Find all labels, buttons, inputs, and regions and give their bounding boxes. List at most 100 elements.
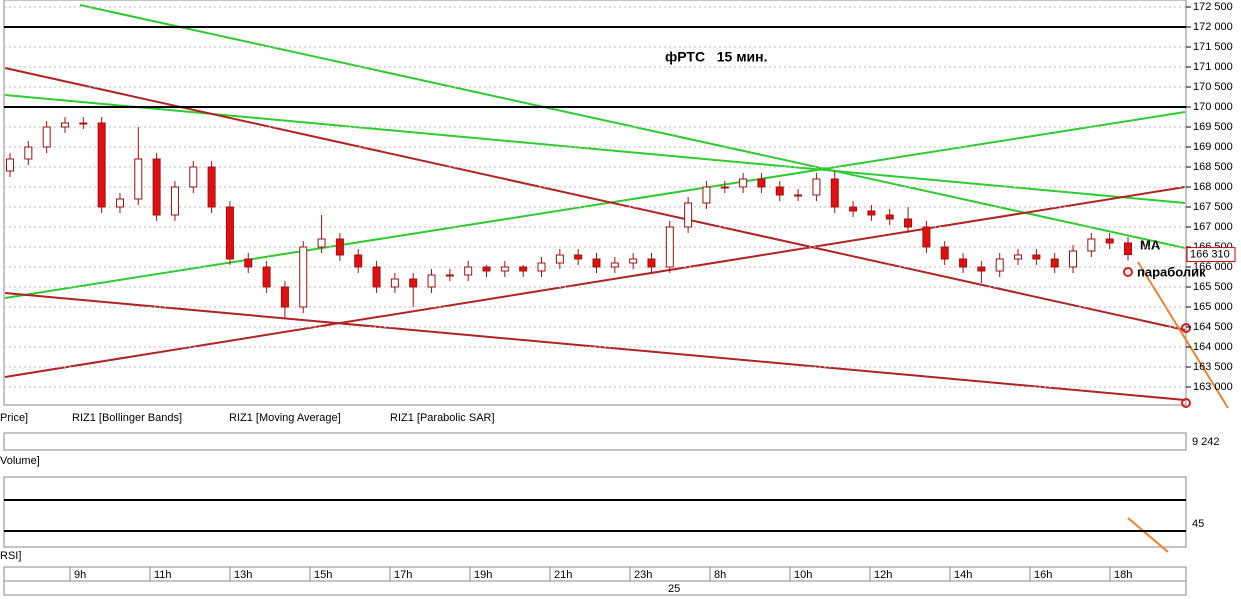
candle-body — [665, 226, 674, 268]
candle-body — [885, 214, 894, 220]
y-tick-label: 169 000 — [1193, 141, 1233, 153]
x-tick-label: 14h — [954, 569, 972, 581]
candle-body — [739, 178, 748, 188]
candle-body — [537, 262, 546, 272]
x-tick-label: 17h — [394, 569, 412, 581]
candle-body — [629, 258, 638, 264]
candle-body — [42, 126, 51, 148]
candle-body — [757, 178, 766, 188]
candle-body — [977, 266, 986, 272]
candle-body — [280, 286, 289, 308]
candle-body — [317, 238, 326, 248]
candle-body — [812, 178, 821, 196]
candle-body — [1105, 238, 1114, 244]
candle-body — [904, 218, 913, 228]
candle-body — [390, 278, 399, 288]
candle-body — [702, 186, 711, 204]
x-tick-label: 23h — [634, 569, 652, 581]
panel-label: RSI] — [0, 550, 21, 562]
volume-panel — [3, 432, 1187, 451]
x-tick-label: 16h — [1034, 569, 1052, 581]
candle-body — [244, 258, 253, 268]
candle-body — [335, 238, 344, 256]
candle-body — [1014, 254, 1023, 260]
candle-body — [867, 210, 876, 216]
candle-body — [225, 206, 234, 260]
y-tick-label: 167 000 — [1193, 221, 1233, 233]
candle-body — [1032, 254, 1041, 260]
y-tick-label: 171 000 — [1193, 61, 1233, 73]
y-tick-label: 172 000 — [1193, 21, 1233, 33]
candle-body — [830, 178, 839, 208]
candle-body — [115, 198, 124, 208]
candle-body — [60, 122, 69, 128]
trend-line — [4, 67, 1186, 331]
candle-body — [940, 246, 949, 260]
candle-body — [189, 166, 198, 188]
marker — [1181, 323, 1191, 333]
candle-body — [170, 186, 179, 216]
candle-body — [152, 158, 161, 216]
candle-body — [6, 158, 14, 172]
candle-body — [24, 146, 33, 160]
y-tick-label: 170 500 — [1193, 81, 1233, 93]
y-tick-label: 167 500 — [1193, 201, 1233, 213]
candle-body — [1069, 250, 1078, 268]
candle-body — [299, 246, 308, 308]
candle-body — [207, 166, 216, 208]
annotation: параболик — [1137, 264, 1206, 279]
candle-body — [372, 266, 381, 288]
x-tick-label: 13h — [234, 569, 252, 581]
candle-body — [959, 258, 968, 268]
x-tick-label: 8h — [714, 569, 726, 581]
candle-body — [794, 194, 803, 197]
time-axis — [3, 566, 1187, 582]
y-tick-label: 170 000 — [1193, 101, 1233, 113]
candle-body — [97, 122, 106, 208]
last-price-label: 166 310 — [1190, 249, 1230, 261]
y-tick-label: 166 000 — [1193, 261, 1233, 273]
candle-body — [262, 266, 271, 288]
last-price-box — [1186, 247, 1236, 263]
legend-item: RIZ1 [Bollinger Bands] — [72, 412, 182, 424]
candle-body — [79, 122, 88, 125]
candle-body — [555, 254, 564, 264]
chart-title: фРТС 15 мин. — [665, 49, 768, 65]
candle-body — [464, 266, 473, 276]
arrow — [1127, 517, 1169, 553]
y-tick-label: 168 000 — [1193, 181, 1233, 193]
panel-label: Volume] — [0, 455, 40, 467]
candle-body — [922, 226, 931, 248]
candle-body — [427, 274, 436, 288]
candle-body — [684, 202, 693, 228]
y-tick-label: 168 500 — [1193, 161, 1233, 173]
candle-body — [995, 258, 1004, 272]
candle-body — [775, 186, 784, 196]
trend-line — [4, 186, 1186, 378]
legend-item: Price] — [0, 412, 28, 424]
candle-body — [720, 186, 729, 189]
y-tick-label: 172 500 — [1193, 1, 1233, 13]
trend-line — [4, 111, 1186, 299]
candle-body — [849, 206, 858, 212]
x-tick-label: 18h — [1114, 569, 1132, 581]
candle-body — [519, 266, 528, 272]
x-tick-label: 9h — [74, 569, 86, 581]
trend-line — [4, 94, 1186, 204]
y-tick-label: 164 000 — [1193, 341, 1233, 353]
y-tick-label: 164 500 — [1193, 321, 1233, 333]
x-tick-label: 10h — [794, 569, 812, 581]
candle-body — [354, 254, 363, 268]
y-tick-label: 163 500 — [1193, 361, 1233, 373]
price-panel — [3, 0, 1187, 406]
volume-last: 9 242 — [1192, 436, 1220, 448]
candle-body — [134, 158, 143, 200]
candle-body — [610, 262, 619, 268]
marker — [1181, 398, 1191, 408]
candle-body — [409, 278, 418, 288]
marker — [1123, 267, 1133, 277]
y-tick-label: 169 500 — [1193, 121, 1233, 133]
y-tick-label: 165 000 — [1193, 301, 1233, 313]
x-tick-label: 19h — [474, 569, 492, 581]
